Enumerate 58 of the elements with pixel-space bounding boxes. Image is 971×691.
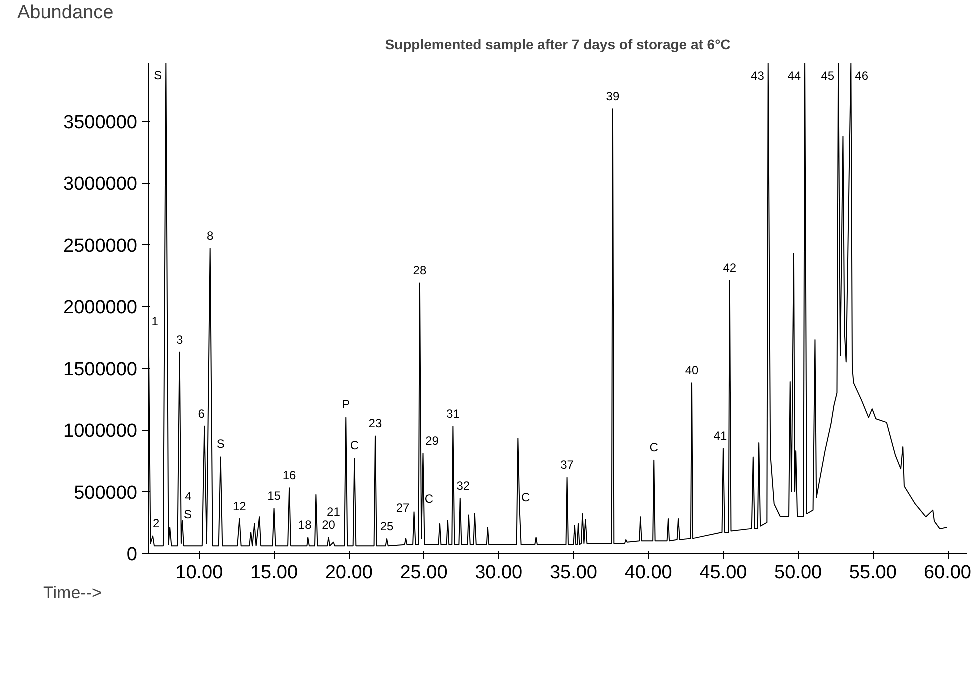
x-tick-label: 45.00 — [700, 562, 748, 584]
y-tick-label: 3500000 — [64, 112, 138, 134]
annotation: 42 — [723, 261, 737, 276]
annotation: 45 — [821, 69, 835, 83]
annotation: 32 — [456, 478, 470, 493]
x-tick-label: 40.00 — [624, 562, 672, 584]
y-axis-title: Abundance — [18, 2, 114, 24]
x-tick-label: 15.00 — [250, 562, 298, 584]
x-tick-label: 30.00 — [475, 562, 523, 584]
x-tick-label: 55.00 — [849, 562, 897, 584]
x-tick-label: 25.00 — [400, 562, 448, 584]
y-tick-label: 2000000 — [64, 298, 138, 319]
annotation: 12 — [233, 499, 247, 514]
x-axis-title: Time--> — [44, 584, 102, 602]
annotation: 40 — [685, 364, 700, 378]
annotation: 2 — [152, 516, 160, 531]
chart-title: Supplemented sample after 7 days of storage at 6°C — [385, 36, 731, 52]
annotation: 44 — [788, 69, 802, 83]
x-tick-label: 60.00 — [924, 562, 971, 584]
annotation: 39 — [606, 90, 620, 104]
x-tick-label: 10.00 — [176, 562, 224, 584]
annotation: 15 — [268, 488, 282, 503]
x-tick-label: 50.00 — [774, 562, 822, 584]
annotation: 18 — [298, 518, 312, 532]
annotation: S — [184, 508, 192, 522]
x-tick-label: 20.00 — [325, 562, 373, 584]
annotation: 1 — [152, 314, 159, 328]
y-tick-label: 3000000 — [64, 174, 138, 196]
annotation: 16 — [282, 468, 297, 483]
y-tick-label: 500000 — [74, 482, 138, 504]
x-tick-label: 35.00 — [550, 562, 598, 584]
annotation: P — [342, 398, 350, 412]
annotation: 23 — [368, 416, 382, 431]
annotation: 8 — [207, 229, 214, 244]
annotation: 31 — [446, 406, 460, 421]
y-tick-label: 2500000 — [64, 236, 138, 257]
y-tick-label: 1000000 — [64, 421, 138, 442]
annotation: 46 — [855, 69, 869, 83]
annotation: 41 — [714, 429, 728, 444]
annotation: 28 — [413, 264, 427, 278]
annotation: 25 — [380, 520, 394, 534]
y-tick-label: 0 — [126, 544, 138, 566]
annotation: 37 — [560, 458, 574, 472]
annotation: 43 — [751, 69, 765, 83]
annotation: 21 — [327, 504, 341, 519]
annotation: 29 — [426, 434, 440, 448]
annotation: 3 — [176, 332, 184, 347]
annotation: 20 — [322, 518, 336, 532]
annotation: C — [350, 438, 360, 452]
annotation: S — [154, 68, 162, 82]
annotation: 27 — [396, 501, 410, 516]
annotation: C — [424, 492, 434, 506]
annotation: 4 — [185, 489, 192, 504]
y-tick-label: 1500000 — [64, 359, 138, 380]
annotation: S — [216, 437, 225, 452]
annotation: C — [521, 490, 530, 504]
annotation: 6 — [198, 406, 206, 421]
annotation: C — [650, 440, 659, 454]
